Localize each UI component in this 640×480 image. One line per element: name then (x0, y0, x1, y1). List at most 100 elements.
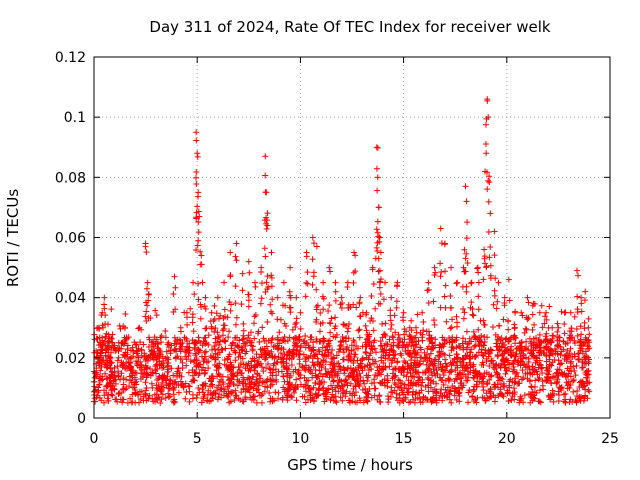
data-point (164, 359, 171, 366)
data-point (392, 329, 399, 336)
data-point (145, 297, 152, 304)
data-point (370, 339, 377, 346)
data-point (384, 355, 391, 362)
data-point (481, 260, 488, 267)
data-point (519, 312, 526, 319)
data-point (226, 363, 233, 370)
data-point (316, 367, 323, 374)
data-point (480, 361, 487, 368)
data-point (202, 340, 209, 347)
data-point (429, 361, 436, 368)
data-point (207, 353, 214, 360)
data-point (382, 364, 389, 371)
data-point (207, 383, 214, 390)
data-point (447, 388, 454, 395)
data-point (369, 266, 376, 273)
data-point (405, 377, 412, 384)
y-tick-label: 0.08 (55, 170, 86, 186)
data-point (194, 153, 201, 160)
data-point (460, 264, 467, 271)
data-point (263, 343, 270, 350)
data-point (327, 397, 334, 404)
data-point (531, 300, 538, 307)
data-point (576, 350, 583, 357)
data-point (576, 393, 583, 400)
data-point (368, 293, 375, 300)
data-point (404, 369, 411, 376)
data-point (333, 352, 340, 359)
data-point (506, 361, 513, 368)
data-point (491, 292, 498, 299)
data-point (143, 355, 150, 362)
data-point (137, 358, 144, 365)
data-point (465, 399, 472, 406)
data-point (536, 387, 543, 394)
data-point (451, 392, 458, 399)
data-point (165, 344, 172, 351)
data-point (453, 351, 460, 358)
data-point (485, 229, 492, 236)
data-point (534, 371, 541, 378)
data-point (137, 396, 144, 403)
data-point (337, 366, 344, 373)
data-point (405, 399, 412, 406)
data-point (424, 374, 431, 381)
data-point (254, 386, 261, 393)
data-point (141, 366, 148, 373)
data-point (385, 393, 392, 400)
data-point (347, 380, 354, 387)
data-point (382, 279, 389, 286)
data-point (352, 252, 359, 259)
data-point (571, 376, 578, 383)
data-point (416, 389, 423, 396)
data-point (484, 380, 491, 387)
x-tick-label: 25 (601, 431, 619, 447)
data-point (283, 362, 290, 369)
data-point (193, 180, 200, 187)
data-point (274, 346, 281, 353)
data-point (263, 364, 270, 371)
data-point (279, 396, 286, 403)
data-point (140, 393, 147, 400)
data-point (140, 341, 147, 348)
data-point (512, 357, 519, 364)
data-point (486, 173, 493, 180)
y-tick-label: 0.06 (55, 231, 86, 247)
data-point (171, 340, 178, 347)
data-point (536, 331, 543, 338)
data-point (485, 198, 492, 205)
data-point (339, 334, 346, 341)
data-point (566, 350, 573, 357)
data-point (119, 386, 126, 392)
data-point (289, 394, 296, 401)
data-point (345, 304, 352, 311)
data-point (562, 352, 569, 359)
data-point (311, 240, 318, 247)
data-point (166, 393, 173, 400)
data-point (330, 378, 337, 385)
data-point (569, 378, 576, 385)
data-point (107, 365, 114, 372)
data-point (516, 399, 523, 406)
data-point (387, 307, 394, 314)
data-point (137, 364, 144, 371)
data-point (437, 389, 444, 396)
data-point (149, 341, 156, 348)
data-point (463, 328, 470, 335)
data-point (446, 376, 453, 383)
data-point (463, 288, 470, 295)
data-point (533, 390, 540, 397)
data-point (255, 328, 262, 335)
data-point (483, 358, 490, 365)
data-point (406, 324, 413, 331)
data-point (523, 338, 530, 345)
data-point (135, 325, 142, 332)
data-point (118, 359, 125, 366)
data-point (452, 385, 459, 392)
data-point (166, 380, 173, 387)
data-point (411, 359, 418, 366)
data-point (342, 393, 349, 400)
data-point (360, 399, 367, 406)
data-point (517, 393, 524, 400)
data-point (194, 346, 201, 353)
